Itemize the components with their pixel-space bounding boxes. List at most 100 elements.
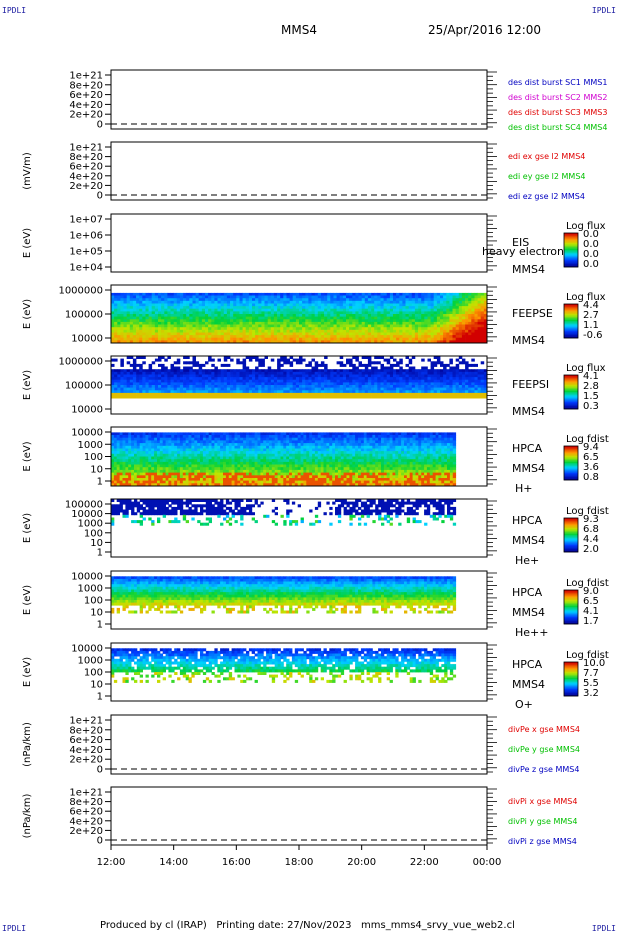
panel-5-pixel: [192, 392, 196, 396]
panel-4-pixel: [468, 292, 472, 296]
panel-4-pixel: [258, 295, 262, 299]
panel-4-pixel: [220, 324, 225, 328]
panel-4-pixel: [255, 319, 259, 323]
panel-5-pixel: [283, 356, 287, 359]
panel-4-pixel: [342, 306, 347, 310]
panel-5-pixel: [201, 382, 206, 386]
panel-5-pixel: [355, 379, 359, 383]
panel-6-pixel: [134, 459, 138, 463]
panel-5-pixel: [389, 356, 394, 359]
panel-5-pixel: [242, 374, 247, 378]
panel-6-pixel: [179, 445, 184, 449]
panel-5-pixel: [440, 377, 444, 381]
panel-4-pixel: [173, 298, 178, 302]
panel-4-pixel: [468, 303, 472, 307]
panel-5-pixel: [126, 374, 131, 378]
panel-4-pixel: [154, 292, 159, 296]
panel-6-pixel: [225, 443, 230, 447]
panel-4-pixel: [289, 327, 294, 331]
panel-5-pixel: [424, 382, 428, 386]
panel-4-pixel: [430, 306, 435, 310]
panel-6-pixel: [128, 456, 132, 460]
panel-4-pixel: [242, 337, 247, 341]
panel-5-pixel: [324, 395, 328, 399]
panel-5-pixel: [277, 358, 281, 362]
panel-4-pixel: [295, 300, 300, 304]
panel-6-pixel: [116, 467, 120, 471]
panel-4-pixel: [405, 298, 409, 302]
panel-4-pixel: [255, 303, 259, 307]
panel-4-pixel: [433, 335, 438, 339]
panel-4-pixel: [299, 327, 303, 331]
panel-6-pixel: [240, 448, 244, 452]
panel-6-pixel: [111, 459, 115, 463]
panel-5-pixel: [418, 379, 422, 383]
panel-5-pixel: [374, 382, 378, 386]
panel-4-pixel: [305, 327, 309, 331]
panel-5-pixel: [192, 358, 196, 362]
panel-4-pixel: [367, 303, 372, 307]
panel-6-pixel: [119, 435, 123, 439]
panel-4-pixel: [399, 298, 403, 302]
panel-4-pixel: [408, 324, 413, 328]
panel-4-pixel: [468, 321, 472, 325]
panel-5-pixel: [201, 363, 206, 367]
panel-5-pixel: [311, 392, 315, 396]
panel-4-pixel: [411, 308, 416, 312]
panel-4-pixel: [449, 340, 453, 344]
panel-5-pixel: [364, 366, 369, 370]
panel-4-pixel: [286, 340, 290, 344]
panel-4-pixel: [336, 321, 341, 325]
panel-5-pixel: [440, 392, 444, 396]
panel-5-pixel: [449, 374, 453, 378]
panel-4-pixel: [270, 329, 275, 333]
panel-6-pixel: [171, 478, 175, 482]
panel-4-pixel: [333, 340, 337, 344]
panel-4-pixel: [183, 332, 187, 336]
panel-4-pixel: [286, 316, 290, 320]
panel-5-pixel: [349, 385, 353, 388]
panel-5-pixel: [364, 382, 369, 386]
panel-5-pixel: [170, 371, 174, 375]
panel-4-pixel: [308, 295, 312, 299]
panel-5-pixel: [430, 390, 435, 394]
panel-4-pixel: [136, 329, 140, 333]
panel-5-pixel: [314, 390, 319, 394]
panel-5-pixel: [280, 356, 284, 359]
panel-6-pixel: [188, 475, 192, 479]
panel-5-pixel: [339, 361, 344, 365]
panel-4-pixel: [396, 324, 400, 328]
panel-4-pixel: [283, 329, 287, 333]
panel-6-pixel: [168, 453, 172, 457]
panel-6-pixel: [139, 461, 143, 465]
panel-4-pixel: [223, 319, 228, 323]
panel-5-pixel: [333, 382, 337, 386]
panel-6-pixel: [202, 483, 207, 487]
panel-6-pixel: [134, 453, 138, 457]
panel-5-pixel: [346, 382, 350, 386]
panel-5-pixel: [123, 385, 127, 388]
panel-5-pixel: [170, 382, 174, 386]
panel-5-pixel: [443, 390, 447, 394]
panel-4-pixel: [230, 324, 234, 328]
panel-5-pixel: [195, 369, 200, 373]
panel-4-pixel: [111, 319, 115, 323]
panel-6-pixel: [202, 432, 207, 436]
panel-5-pixel: [136, 371, 140, 375]
panel-6-pixel: [134, 475, 138, 479]
panel-4-pixel: [430, 292, 435, 296]
panel-5-pixel: [295, 382, 300, 386]
panel-5-pixel: [248, 358, 253, 362]
panel-4-pixel: [123, 316, 127, 320]
panel-4-pixel: [286, 303, 290, 307]
panel-5-pixel: [477, 369, 482, 373]
panel-6-pixel: [171, 432, 175, 436]
panel-5-pixel: [471, 382, 475, 386]
panel-4-pixel: [308, 303, 312, 307]
panel-4-pixel: [480, 327, 485, 331]
panel-4-pixel: [452, 295, 456, 299]
panel-4-pixel: [468, 314, 472, 317]
panel-4-pixel: [220, 295, 225, 299]
panel-4-cbar-swatch: [564, 306, 578, 309]
panel-5-pixel: [405, 387, 409, 391]
